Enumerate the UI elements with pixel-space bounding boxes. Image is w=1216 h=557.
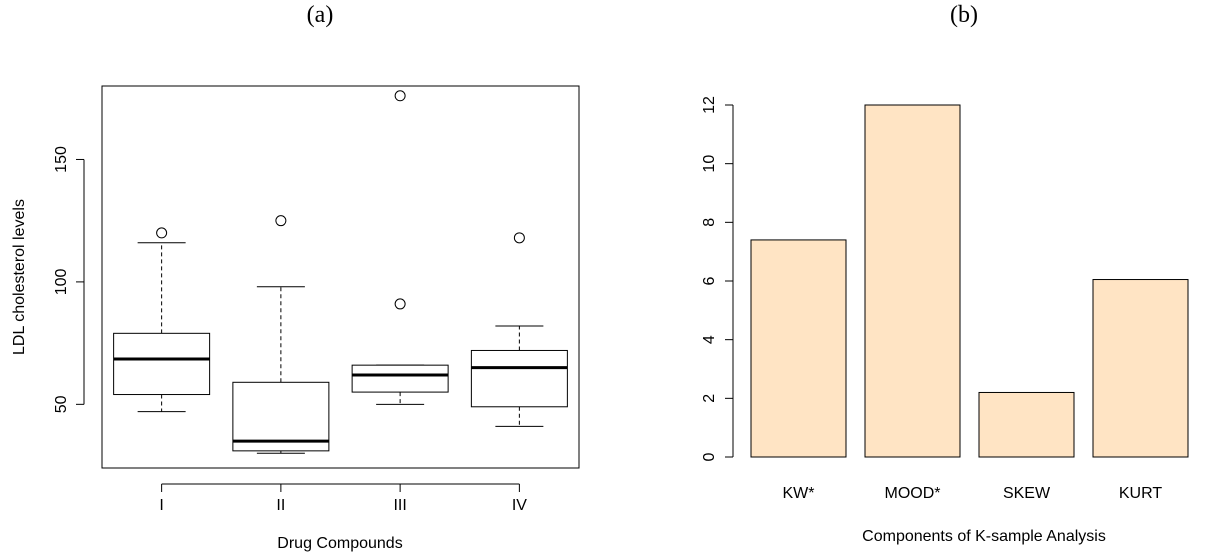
bar-y-tick-label: 2: [701, 394, 718, 403]
bar-series: [750, 104, 1189, 458]
boxplot-box: [470, 349, 568, 408]
boxplot-x-tick-label: IV: [512, 497, 527, 514]
boxplot-box: [351, 364, 449, 393]
boxplot-frame: [101, 85, 580, 469]
bar-x-tick-label: KW*: [783, 485, 815, 502]
boxplot-outlier: [394, 298, 406, 310]
bar-y-tick-label: 4: [701, 335, 718, 344]
bar-y-axis: 0 2 4 6 8 10 12: [701, 96, 734, 461]
boxplot-x-axis: I II III IV: [159, 483, 527, 514]
bar-y-tick-label: 12: [701, 96, 718, 114]
boxplot-box-group: [351, 90, 449, 405]
bar-y-tick-label: 0: [701, 452, 718, 461]
boxplot-outlier: [513, 232, 525, 244]
boxplot-x-tick-label: I: [159, 497, 163, 514]
boxplot-outlier: [394, 90, 406, 102]
boxplot-y-axis-title: LDL cholesterol levels: [11, 199, 28, 355]
boxplot-y-tick-label: 100: [53, 268, 70, 295]
boxplot-y-tick-label: 150: [53, 146, 70, 173]
boxplot-box-group: [470, 232, 568, 427]
panel-b-label: (b): [950, 2, 978, 28]
bar: [1092, 279, 1189, 458]
panel-a-label: (a): [307, 2, 334, 28]
boxplot-x-tick-label: III: [393, 497, 406, 514]
bar-x-tick-label: MOOD*: [885, 485, 941, 502]
boxplot-box-group: [113, 227, 211, 413]
boxplot-outlier: [275, 215, 287, 227]
bar: [978, 391, 1075, 458]
bar-x-tick-label: KURT: [1119, 485, 1162, 502]
boxplot-box-group: [232, 215, 330, 454]
boxplot-boxes: [113, 90, 568, 454]
boxplot-y-tick-label: 50: [53, 395, 70, 413]
boxplot-x-tick-label: II: [276, 497, 285, 514]
bar: [750, 239, 847, 458]
bar-y-tick-label: 10: [701, 155, 718, 173]
boxplot-x-axis-title: Drug Compounds: [277, 535, 402, 552]
boxplot-box: [232, 381, 330, 452]
boxplot-box: [113, 332, 211, 396]
bar-x-axis-title: Components of K-sample Analysis: [862, 528, 1106, 545]
bar-y-tick-label: 6: [701, 276, 718, 285]
bar-y-tick-label: 8: [701, 218, 718, 227]
bar-panel: 0 2 4 6 8 10 12 KW* MOOD* SKEW KURT Components of…: [701, 96, 1189, 545]
bar-x-tick-label: SKEW: [1003, 485, 1051, 502]
bar: [864, 104, 961, 458]
bar-x-axis: KW* MOOD* SKEW KURT: [783, 485, 1163, 502]
boxplot-y-axis: 50 100 150: [53, 146, 85, 413]
boxplot-outlier: [156, 227, 168, 239]
